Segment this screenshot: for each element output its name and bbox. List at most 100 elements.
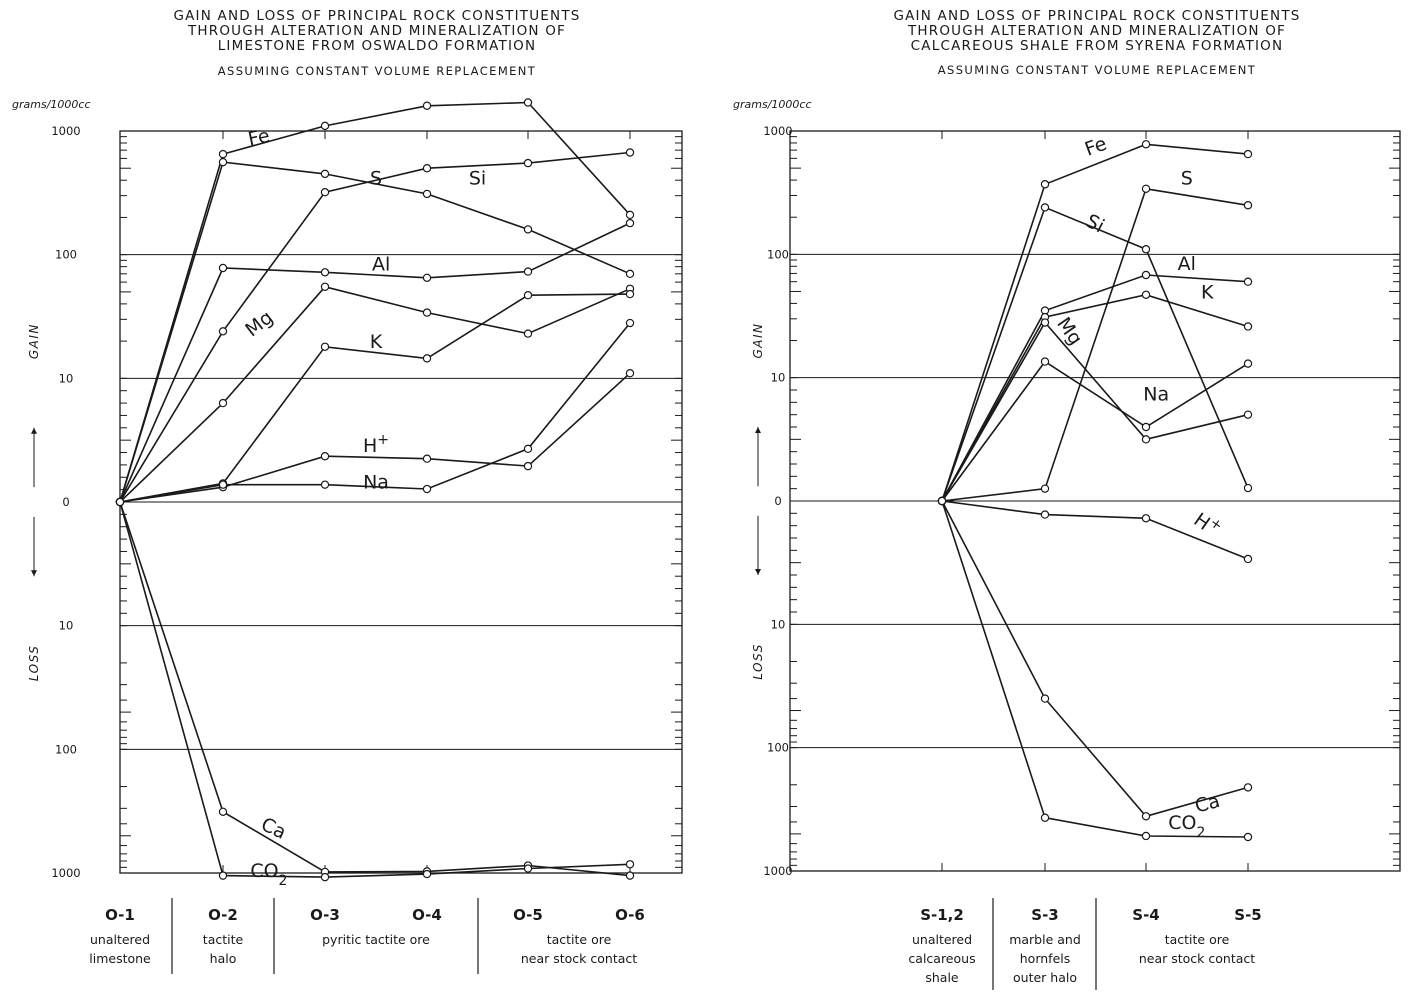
y-gain-label: GAIN (27, 323, 41, 359)
category-description: hornfels (1020, 951, 1071, 966)
series-label: Na (1143, 384, 1169, 406)
series-line-ca (119, 501, 631, 877)
data-point (422, 869, 432, 879)
category-description: marble and (1009, 932, 1081, 947)
category-description: calcareous (908, 951, 975, 966)
series-label: Fe (246, 125, 272, 151)
series-line-ca (941, 500, 1249, 818)
data-point (523, 291, 533, 300)
y-loss-label: LOSS (751, 643, 765, 680)
data-point (1141, 140, 1151, 149)
y-tick-label: 0 (62, 495, 69, 509)
data-point (523, 158, 533, 168)
series-label: CO2 (250, 860, 287, 889)
series-line-co2 (941, 500, 1249, 838)
category-description: unaltered (90, 932, 150, 947)
series-line-s (941, 187, 1249, 502)
series-line-s (119, 161, 631, 503)
data-point (1040, 357, 1050, 366)
series-label: Al (372, 253, 390, 275)
series-line-k (119, 293, 631, 503)
data-point (523, 98, 533, 107)
series-label-subscript: 2 (1196, 825, 1205, 841)
data-point (625, 318, 635, 328)
series-label-subscript: 2 (279, 873, 288, 889)
series-label: CO2 (1168, 812, 1205, 841)
loss-arrowhead (755, 569, 761, 575)
data-point (320, 282, 330, 291)
unit-label: grams/1000cc (12, 98, 91, 111)
data-point (523, 461, 533, 471)
category-description: tactite ore (547, 932, 612, 947)
data-point (1141, 290, 1151, 299)
data-point (1040, 813, 1050, 822)
category-description: outer halo (1013, 970, 1077, 985)
category-label: S-4 (1132, 906, 1159, 924)
series-label: S (370, 168, 382, 190)
y-tick-label: 100 (55, 248, 77, 262)
series-line-co2 (119, 501, 631, 878)
data-point (1040, 180, 1050, 189)
data-point (320, 872, 330, 882)
data-point (422, 484, 432, 494)
data-point (115, 497, 125, 507)
syrena-chart-panel: GAIN AND LOSS OF PRINCIPAL ROCK CONSTITU… (733, 8, 1401, 990)
y-tick-label: 1000 (51, 124, 80, 138)
data-point (625, 210, 635, 220)
data-point (625, 269, 635, 279)
data-point (937, 496, 947, 506)
data-point (218, 327, 228, 336)
chart-title-line: LIMESTONE FROM OSWALDO FORMATION (218, 38, 537, 54)
series-line-fe (119, 101, 631, 503)
series-line-si (941, 206, 1249, 502)
data-point (1141, 270, 1151, 280)
series-label-superscript: + (377, 432, 389, 448)
data-point (320, 187, 330, 197)
y-tick-label: 100 (767, 247, 789, 261)
chart-title-line: GAIN AND LOSS OF PRINCIPAL ROCK CONSTITU… (893, 8, 1300, 24)
data-point (422, 101, 432, 110)
category-description: near stock contact (521, 951, 637, 966)
data-point (218, 398, 228, 408)
series-label: K (1201, 281, 1214, 303)
series-label: Mg (1052, 313, 1086, 349)
series-label: Na (363, 472, 389, 494)
series-label: Fe (1082, 133, 1110, 161)
data-point (523, 267, 533, 276)
data-point (625, 369, 635, 378)
data-point (320, 452, 330, 461)
category-description: pyritic tactite ore (322, 932, 430, 947)
data-point (1040, 203, 1050, 212)
data-point (625, 148, 635, 157)
series-label: Al (1178, 253, 1196, 275)
data-point (1243, 322, 1253, 331)
series-line-al (941, 274, 1249, 502)
series-label: H+ (363, 432, 389, 457)
series-label: H+ (1190, 506, 1226, 541)
chart-title-line: CALCAREOUS SHALE FROM SYRENA FORMATION (911, 38, 1284, 54)
series-label: Si (469, 168, 486, 190)
data-point (422, 454, 432, 463)
series-label-text: CO (250, 860, 278, 882)
series-line-na (941, 360, 1249, 502)
data-point (1141, 422, 1151, 432)
series-line-fe (941, 143, 1249, 502)
data-point (218, 807, 228, 817)
data-point (1243, 483, 1253, 493)
category-label: S-3 (1031, 906, 1058, 924)
data-point (523, 444, 533, 454)
series-label: Si (1082, 210, 1108, 238)
data-point (1243, 783, 1253, 792)
gain-arrowhead (755, 427, 761, 433)
y-tick-label: 1000 (51, 866, 80, 880)
category-label: O-4 (412, 906, 442, 924)
data-point (1040, 484, 1050, 493)
data-point (320, 342, 330, 351)
data-point (1243, 149, 1253, 159)
series-label: S (1181, 167, 1193, 189)
series-line-mg (119, 285, 631, 503)
data-point (523, 329, 533, 338)
data-point (1243, 832, 1253, 842)
data-point (1243, 554, 1253, 564)
